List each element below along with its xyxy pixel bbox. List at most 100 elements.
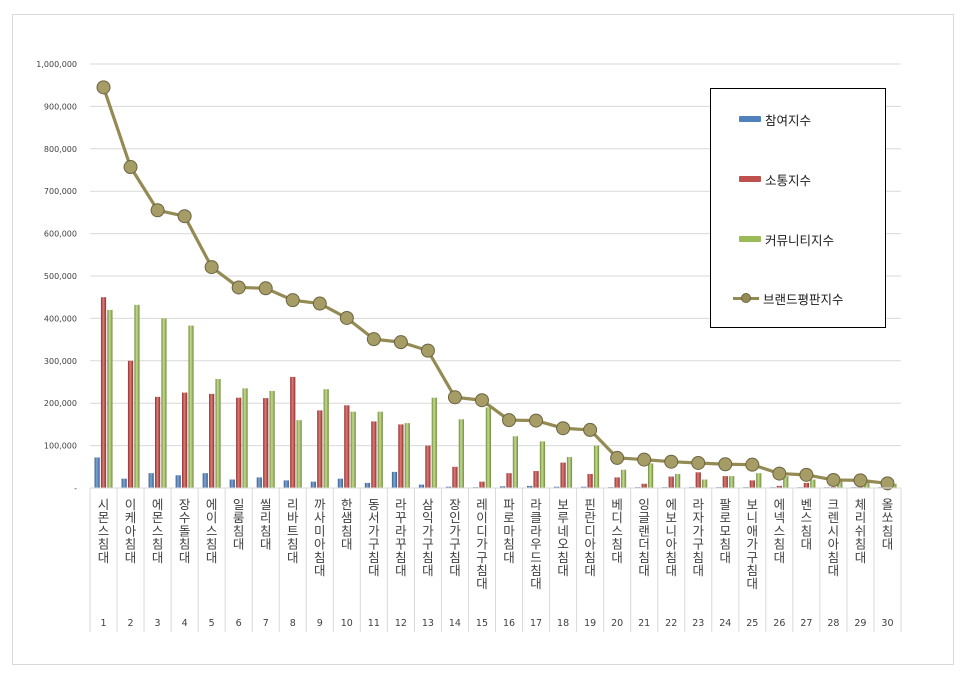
legend-item-community: 커뮤니티지수 — [739, 231, 835, 248]
bar-communication — [290, 376, 296, 488]
rank-label: 27 — [800, 618, 812, 629]
brand-reputation-point — [420, 343, 435, 358]
rank-label: 14 — [449, 618, 461, 629]
y-axis-tick-labels: - 100,000 200,000 300,000 400,000 500,000 600,… — [36, 60, 77, 493]
bar-participation — [202, 473, 208, 488]
legend-label-brand-reputation: 브랜드평판지수 — [763, 291, 844, 307]
bar-participation — [527, 485, 533, 488]
bar-communication — [479, 481, 485, 488]
brand-reputation-point — [691, 455, 706, 470]
brand-reputation-point — [799, 467, 814, 482]
bar-communication — [425, 445, 431, 488]
bar-communication — [506, 473, 512, 488]
brand-reputation-line — [96, 80, 895, 491]
rank-label: 2 — [128, 618, 134, 629]
bar-communication — [452, 466, 458, 488]
bar-community — [729, 476, 735, 488]
bar-communication — [722, 476, 728, 488]
bar-participation — [148, 473, 154, 488]
bar-communication — [776, 485, 782, 488]
bar-community — [458, 419, 464, 488]
bar-participation — [175, 475, 181, 488]
rank-label: 22 — [665, 618, 677, 629]
bar-communication — [154, 396, 161, 488]
rank-label: 5 — [209, 618, 215, 629]
bar-community — [350, 411, 356, 488]
bar-participation — [500, 486, 506, 488]
rank-label: 20 — [611, 618, 623, 629]
legend-label-participation: 참여지수 — [765, 112, 812, 128]
brand-reputation-point — [474, 393, 489, 408]
brand-reputation-point — [745, 457, 760, 472]
bar-participation — [581, 486, 587, 488]
bar-community — [161, 318, 167, 488]
rank-label: 12 — [395, 618, 407, 629]
bar-community — [620, 469, 627, 488]
bar-community — [242, 388, 248, 488]
brand-reputation-point — [123, 160, 138, 175]
brand-reputation-point — [583, 422, 598, 437]
rank-label: 8 — [290, 618, 296, 629]
rank-label: 30 — [881, 618, 893, 629]
bar-communication — [614, 477, 620, 488]
rank-label: 13 — [422, 618, 434, 629]
brand-reputation-point — [393, 335, 408, 350]
y-tick-label: 600,000 — [44, 230, 77, 239]
rank-label: 16 — [503, 618, 515, 629]
rank-label: 25 — [746, 618, 758, 629]
rank-label: 6 — [236, 618, 242, 629]
bar-communication — [587, 474, 593, 488]
bar-participation — [554, 486, 560, 488]
bar-participation — [229, 479, 235, 488]
category-table: 시 몬 스 침 대 1 이 케 아 침 대 2 에 몬 스 침 대 3 장 수 돌 침 대 4 에 이 스 침 대 5 일 룸 침 대 6 씰 리 침 대 7… — [89, 487, 902, 632]
legend-line-marker — [733, 292, 759, 304]
rank-label: 1 — [100, 618, 106, 629]
bar-community — [296, 420, 302, 488]
legend-swatch-community — [739, 236, 761, 242]
legend-label-community: 커뮤니티지수 — [765, 232, 835, 248]
rank-label: 19 — [584, 618, 596, 629]
brand-reputation-point — [204, 260, 219, 275]
bar-communication — [371, 421, 377, 488]
bar-community — [107, 309, 113, 488]
bar-community — [431, 397, 437, 488]
bar-communication — [641, 483, 647, 488]
bar-community — [810, 479, 816, 488]
bar-communication — [100, 297, 107, 488]
brand-reputation-point — [366, 332, 381, 347]
legend: 참여지수 소통지수 커뮤니티지수 브랜드평판지수 — [710, 88, 886, 328]
bars — [94, 297, 897, 488]
y-tick-label: 500,000 — [44, 272, 77, 281]
legend-item-communication: 소통지수 — [739, 171, 811, 188]
bar-community — [756, 473, 762, 488]
brand-reputation-point — [556, 421, 571, 436]
brand-reputation-point — [610, 450, 625, 465]
brand-reputation-point — [312, 296, 327, 311]
brand-reputation-point — [880, 476, 895, 491]
bar-communication — [182, 392, 188, 488]
y-tick-label: 200,000 — [44, 399, 77, 408]
y-tick-label: 300,000 — [44, 357, 77, 366]
bar-community — [269, 390, 275, 488]
bar-participation — [283, 480, 289, 488]
legend-swatch-participation — [739, 116, 761, 122]
bar-community — [512, 436, 519, 488]
bar-participation — [94, 457, 100, 488]
